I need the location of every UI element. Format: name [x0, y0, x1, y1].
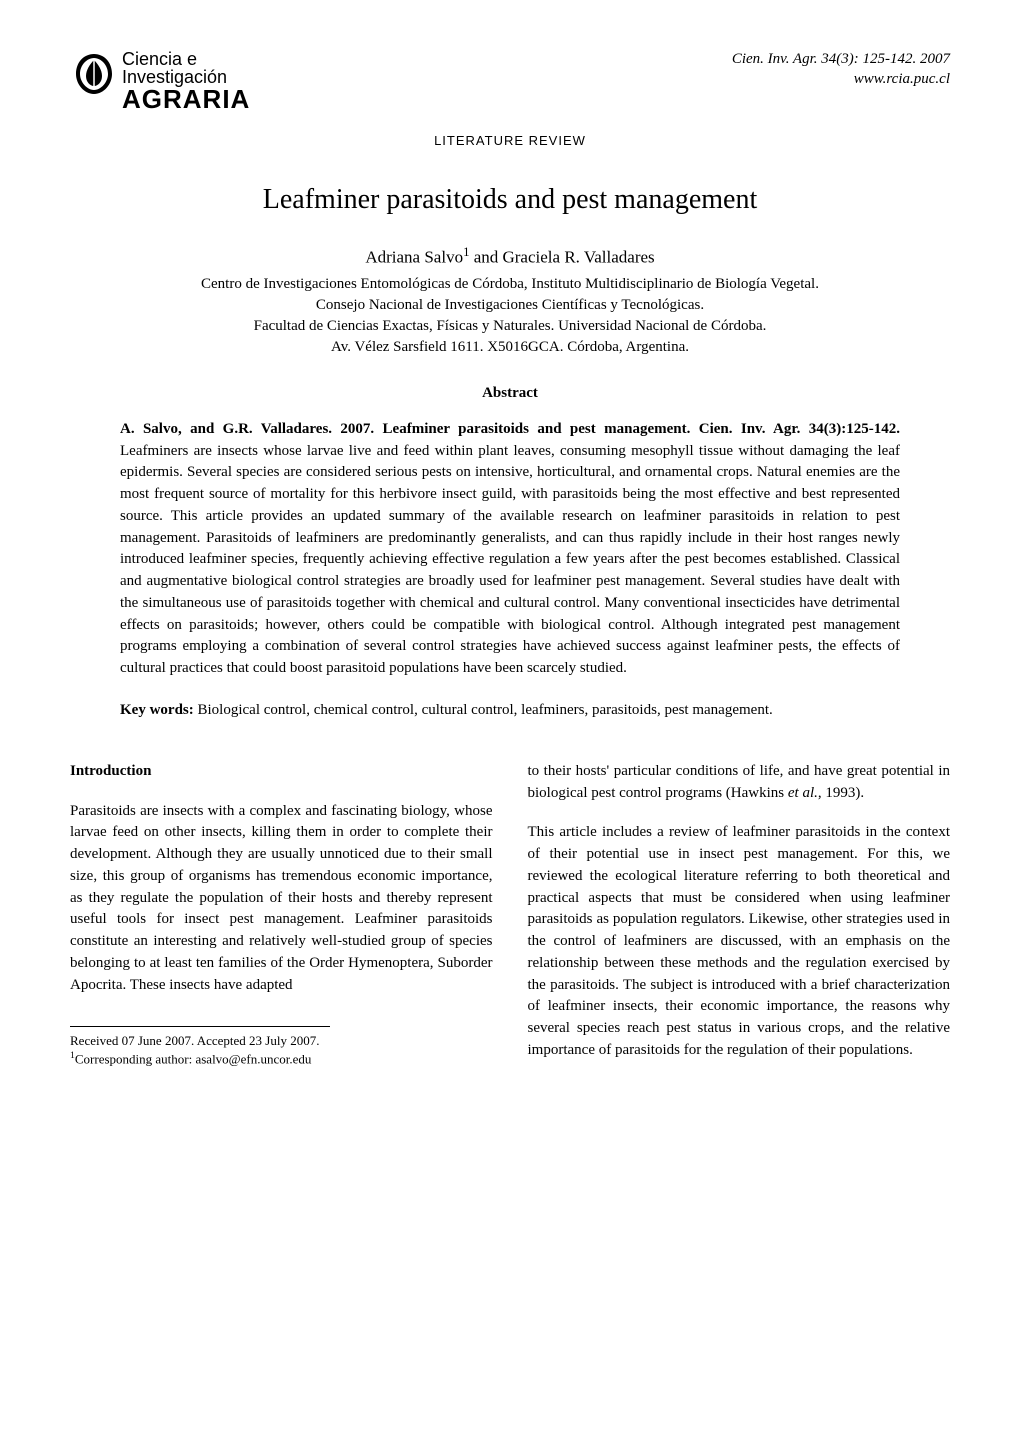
authors: Adriana Salvo1 and Graciela R. Valladare… [70, 244, 950, 269]
keywords-text: Biological control, chemical control, cu… [194, 702, 773, 718]
keywords: Key words: Biological control, chemical … [120, 700, 900, 721]
footnote-block: Received 07 June 2007. Accepted 23 July … [70, 1033, 493, 1068]
intro-paragraph-1: Parasitoids are insects with a complex a… [70, 801, 493, 997]
page-header: Ciencia e Investigación AGRARIA Cien. In… [70, 50, 950, 112]
abstract-citation: A. Salvo, and G.R. Valladares. 2007. Lea… [120, 421, 900, 437]
keywords-label: Key words: [120, 702, 194, 718]
logo-line-3: AGRARIA [122, 86, 250, 112]
journal-url: www.rcia.puc.cl [732, 70, 950, 90]
affiliation-line-1: Centro de Investigaciones Entomológicas … [70, 274, 950, 295]
abstract-heading: Abstract [70, 383, 950, 404]
affiliation-line-2: Consejo Nacional de Investigaciones Cien… [70, 295, 950, 316]
intro-paragraph-2: This article includes a review of leafmi… [528, 822, 951, 1061]
journal-logo: Ciencia e Investigación AGRARIA [70, 50, 250, 112]
left-column: Introduction Parasitoids are insects wit… [70, 761, 493, 1080]
affiliation: Centro de Investigaciones Entomológicas … [70, 274, 950, 358]
intro-paragraph-1-cont: to their hosts' particular conditions of… [528, 761, 951, 805]
affiliation-line-3: Facultad de Ciencias Exactas, Físicas y … [70, 316, 950, 337]
received-date: Received 07 June 2007. Accepted 23 July … [70, 1033, 493, 1050]
corresponding-author: 1Corresponding author: asalvo@efn.uncor.… [70, 1050, 493, 1068]
affiliation-line-4: Av. Vélez Sarsfield 1611. X5016GCA. Córd… [70, 337, 950, 358]
abstract-body: A. Salvo, and G.R. Valladares. 2007. Lea… [120, 419, 900, 680]
article-title: Leafminer parasitoids and pest managemen… [70, 180, 950, 219]
introduction-heading: Introduction [70, 761, 493, 783]
body-columns: Introduction Parasitoids are insects wit… [70, 761, 950, 1080]
right-column: to their hosts' particular conditions of… [528, 761, 951, 1080]
leaf-icon [70, 50, 118, 98]
logo-text: Ciencia e Investigación AGRARIA [122, 50, 250, 112]
section-label: LITERATURE REVIEW [70, 132, 950, 150]
logo-line-1: Ciencia e [122, 50, 250, 68]
footnote-rule [70, 1026, 330, 1027]
journal-citation: Cien. Inv. Agr. 34(3): 125-142. 2007 www… [732, 50, 950, 89]
journal-citation-line: Cien. Inv. Agr. 34(3): 125-142. 2007 [732, 50, 950, 70]
abstract-text: Leafminers are insects whose larvae live… [120, 443, 900, 677]
